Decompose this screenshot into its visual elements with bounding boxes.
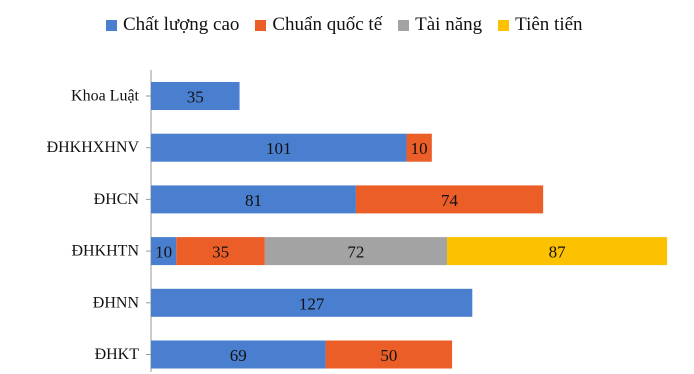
legend-label: Tài năng	[415, 14, 483, 35]
bar-segment	[151, 185, 356, 214]
legend-item-tien-tien: Tiên tiến	[498, 14, 583, 36]
legend: Chất lượng cao Chuẩn quốc tế Tài năng Ti…	[106, 14, 583, 36]
bar-segment	[151, 340, 326, 369]
bar-segment	[447, 237, 668, 266]
legend-item-chat-luong-cao: Chất lượng cao	[106, 14, 239, 36]
bar-segment	[151, 133, 407, 162]
bar-segment	[176, 237, 265, 266]
legend-swatch	[106, 19, 117, 31]
category-label: Khoa Luật	[71, 88, 140, 105]
legend-label: Chuẩn quốc tế	[272, 14, 383, 35]
category-label: ĐHKHXHNV	[47, 139, 140, 156]
data-label: 10	[411, 139, 428, 158]
bar-segment	[264, 237, 448, 266]
bar-segment	[151, 288, 473, 317]
legend-swatch	[255, 19, 267, 31]
bar-segment	[151, 237, 177, 266]
category-label: ĐHKT	[95, 346, 140, 363]
legend-label: Tiên tiến	[515, 14, 583, 35]
data-label: 72	[347, 243, 364, 262]
legend-swatch	[398, 19, 410, 31]
data-label: 87	[549, 243, 567, 262]
bar-segment	[355, 185, 544, 214]
legend-item-chuan-quoc-te: Chuẩn quốc tế	[255, 14, 382, 36]
data-label: 35	[212, 243, 229, 262]
legend-item-tai-nang: Tài năng	[398, 14, 482, 36]
bar-segment	[325, 340, 453, 369]
category-label: ĐHCN	[94, 191, 140, 208]
bar-segment	[406, 133, 432, 162]
data-label: 50	[380, 346, 397, 365]
bar-segment	[151, 82, 240, 110]
category-label: ĐHNN	[93, 294, 140, 311]
legend-swatch	[498, 19, 510, 31]
data-label: 127	[299, 294, 325, 313]
data-label: 10	[155, 243, 172, 262]
legend-label: Chất lượng cao	[123, 14, 240, 35]
data-label: 101	[266, 139, 292, 158]
data-label: 74	[441, 191, 459, 210]
category-label: ĐHKHTN	[71, 243, 139, 260]
data-label: 35	[187, 88, 204, 107]
data-label: 69	[230, 346, 247, 365]
data-label: 81	[245, 191, 262, 210]
